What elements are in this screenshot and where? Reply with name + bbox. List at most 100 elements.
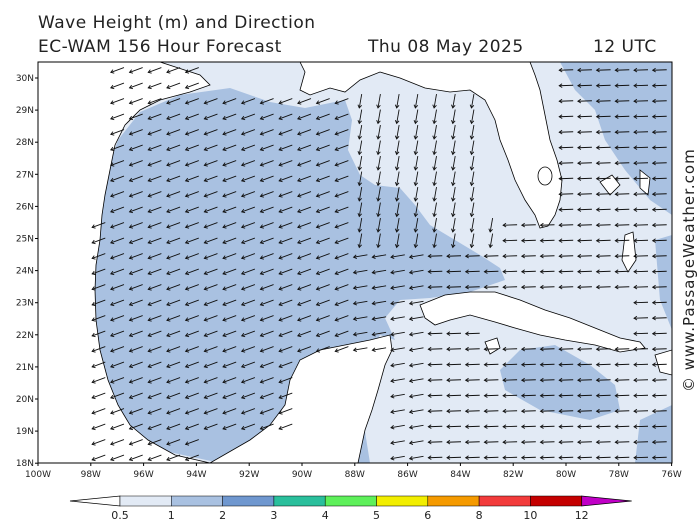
direction-arrow <box>390 378 405 383</box>
direction-arrow <box>166 253 181 260</box>
legend-tick-label: 3 <box>270 509 277 522</box>
direction-arrow <box>577 269 592 274</box>
lon-label: 88W <box>345 470 365 480</box>
longitude-labels: 100W 98W 96W 94W 92W 90W 88W 86W 84W 82W 80W 78W 76W <box>25 463 682 480</box>
direction-arrow <box>651 222 667 228</box>
direction-arrow <box>297 284 312 291</box>
direction-arrow <box>297 129 312 136</box>
direction-arrow <box>166 113 181 121</box>
direction-arrow <box>502 377 518 383</box>
direction-arrow <box>390 285 405 290</box>
direction-arrow <box>376 233 381 249</box>
direction-arrow <box>376 156 381 171</box>
direction-arrow <box>128 454 143 462</box>
direction-arrow <box>147 408 162 415</box>
direction-arrow <box>334 206 349 214</box>
bahamas-1 <box>599 174 621 196</box>
direction-arrow <box>166 237 181 245</box>
direction-arrow <box>595 455 611 460</box>
direction-arrow <box>334 268 349 276</box>
direction-arrow <box>558 129 574 135</box>
direction-arrow <box>315 144 330 152</box>
direction-arrow <box>184 129 199 136</box>
direction-arrow <box>91 268 106 276</box>
wave-band-medium <box>90 88 505 463</box>
direction-arrow <box>91 361 106 369</box>
direction-arrow <box>451 94 456 109</box>
direction-arrow <box>166 284 181 291</box>
direction-arrow <box>110 67 125 74</box>
direction-arrow <box>408 440 424 445</box>
direction-arrow <box>315 253 330 260</box>
direction-arrow <box>651 191 667 197</box>
direction-arrow <box>128 144 143 152</box>
direction-arrow <box>203 268 218 276</box>
direction-arrow <box>614 238 630 243</box>
direction-arrow <box>203 377 218 384</box>
direction-arrow <box>357 202 363 218</box>
direction-arrow <box>446 377 462 383</box>
direction-arrow <box>184 113 199 121</box>
legend-swatch <box>119 495 172 507</box>
direction-arrow <box>315 191 330 198</box>
direction-arrow <box>614 269 630 274</box>
direction-arrow <box>614 253 630 259</box>
direction-arrow <box>184 408 199 415</box>
direction-arrow <box>502 393 518 398</box>
direction-arrow <box>278 191 293 198</box>
direction-arrow <box>558 253 574 259</box>
lon-label: 100W <box>25 470 51 480</box>
direction-arrow <box>558 83 574 88</box>
direction-arrow <box>651 377 667 383</box>
direction-arrow <box>147 253 162 260</box>
direction-arrow <box>203 113 218 121</box>
direction-arrow <box>558 191 574 197</box>
direction-arrow <box>614 160 630 166</box>
direction-arrow <box>390 362 405 368</box>
direction-arrow <box>278 284 293 291</box>
forecast-date: Thu 08 May 2025 <box>368 37 524 57</box>
direction-arrow <box>110 129 125 136</box>
direction-arrow <box>128 160 143 167</box>
direction-arrow <box>464 424 480 429</box>
direction-arrow <box>315 330 330 338</box>
direction-arrow <box>451 156 456 171</box>
direction-arrow <box>464 284 480 290</box>
direction-arrow <box>502 346 518 352</box>
legend-swatch <box>222 495 275 507</box>
direction-arrow <box>483 439 499 445</box>
direction-arrow <box>558 207 574 212</box>
direction-arrow <box>184 160 199 167</box>
lon-label: 80W <box>556 470 576 480</box>
direction-arrow <box>259 268 274 276</box>
direction-arrow <box>91 330 106 338</box>
direction-arrow <box>577 191 592 197</box>
direction-arrow <box>222 361 237 369</box>
direction-arrow <box>110 284 125 291</box>
direction-arrow <box>240 346 256 353</box>
direction-arrow <box>520 408 536 414</box>
direction-arrow <box>110 237 125 245</box>
direction-arrow <box>166 377 181 384</box>
direction-arrow <box>315 222 330 229</box>
direction-arrow <box>446 362 462 367</box>
direction-arrow <box>352 347 368 352</box>
direction-arrow <box>222 144 237 152</box>
direction-arrow <box>297 268 312 276</box>
north-america-land <box>38 62 563 229</box>
direction-arrow <box>352 285 368 290</box>
direction-arrow <box>128 315 143 322</box>
direction-arrow <box>259 284 274 291</box>
direction-arrow <box>558 160 574 166</box>
direction-arrow <box>110 113 125 121</box>
direction-arrow <box>539 424 555 429</box>
direction-arrow <box>651 284 667 290</box>
direction-arrow <box>427 284 443 290</box>
direction-arrow <box>595 439 611 445</box>
direction-arrow <box>651 269 667 274</box>
direction-arrow <box>240 268 256 276</box>
direction-arrow <box>502 269 518 274</box>
direction-arrow <box>577 145 592 150</box>
direction-arrow <box>334 113 349 121</box>
direction-arrow <box>259 299 274 307</box>
